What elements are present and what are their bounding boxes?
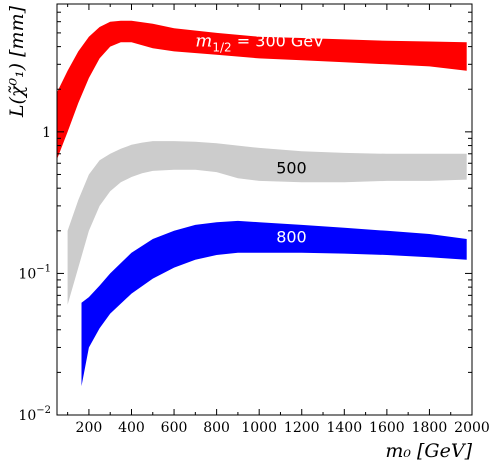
x-axis-ticks: 200 400 600 800 1000 1200 1400 1600 1800 2000 [67,4,490,436]
x-tick-label: 600 [161,420,188,436]
data-bands [57,20,467,387]
x-tick-label: 200 [76,420,103,436]
y-tick-label: 10−1 [18,263,51,282]
band-label-1: m1/2 = 300 GeV [195,31,324,55]
x-tick-label: 1400 [326,420,362,436]
band-label-2: 500 [276,158,307,177]
x-tick-label: 1600 [369,420,405,436]
band-2 [67,141,467,305]
x-tick-label: 400 [118,420,145,436]
x-tick-label: 2000 [454,420,490,436]
x-tick-label: 800 [203,420,230,436]
x-tick-label: 1200 [284,420,320,436]
x-tick-label: 1000 [241,420,277,436]
y-tick-label: 1 [42,125,51,141]
band-label-3: 800 [276,228,307,247]
band-1 [57,20,467,160]
x-tick-label: 1800 [412,420,448,436]
y-tick-label: 10−2 [18,405,51,424]
band-labels: m1/2 = 300 GeV 500 800 [195,31,324,247]
x-axis-label: m₀ [GeV] [385,440,472,462]
band-3 [81,220,467,387]
y-axis-ticks: 10−2 10−1 1 [18,11,472,424]
y-axis-label: L(χ̃⁰₁) [mm] [6,5,28,118]
plot-frame [56,3,473,416]
